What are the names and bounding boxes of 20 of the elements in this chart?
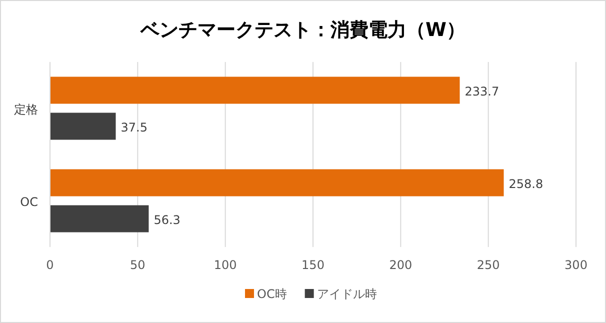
data-label: 233.7 bbox=[464, 84, 500, 98]
x-tick-label: 100 bbox=[214, 258, 237, 272]
bar bbox=[50, 112, 116, 140]
bar bbox=[50, 205, 149, 232]
y-tick-label: 定格 bbox=[14, 102, 38, 116]
x-tick-label: 150 bbox=[302, 258, 324, 272]
legend-label: OC時 bbox=[257, 287, 287, 301]
data-label: 56.3 bbox=[154, 212, 180, 227]
x-tick-label: 300 bbox=[564, 258, 588, 272]
x-tick-label: 200 bbox=[389, 258, 412, 272]
data-label: 258.8 bbox=[508, 176, 544, 191]
x-tick-label: 0 bbox=[46, 258, 54, 272]
y-tick-label: OC bbox=[20, 194, 38, 209]
x-tick-label: 250 bbox=[476, 258, 500, 272]
legend-label: アイドル時 bbox=[316, 287, 377, 301]
bar bbox=[50, 76, 460, 104]
x-tick-label: 50 bbox=[130, 258, 146, 272]
data-label: 37.5 bbox=[120, 120, 148, 134]
bar bbox=[50, 169, 504, 196]
chart-title: ベンチマークテスト：消費電力（W） bbox=[140, 19, 466, 41]
